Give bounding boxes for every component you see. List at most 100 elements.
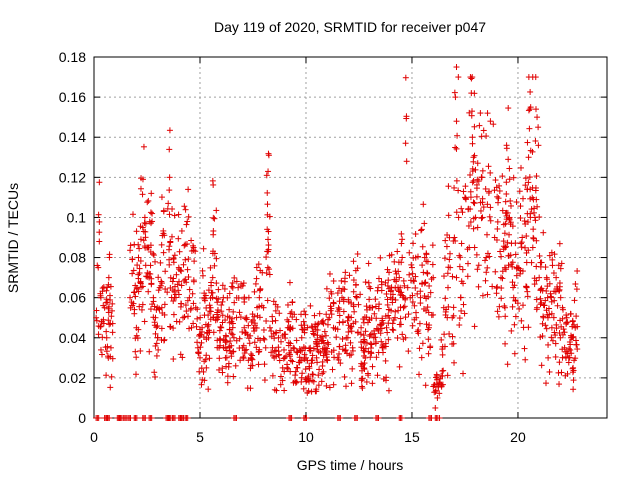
data-point — [245, 335, 252, 342]
data-point — [200, 334, 207, 341]
data-point — [556, 329, 563, 336]
data-point — [158, 280, 165, 287]
data-point — [223, 354, 230, 361]
data-point — [573, 341, 580, 348]
data-point — [328, 305, 335, 312]
data-point — [133, 354, 140, 361]
data-point — [508, 261, 515, 268]
data-point — [439, 351, 446, 358]
data-point — [256, 287, 263, 294]
data-point — [148, 275, 155, 282]
data-point — [95, 331, 102, 338]
x-tick-label: 10 — [298, 429, 314, 445]
data-point — [396, 363, 403, 370]
data-point — [326, 295, 333, 302]
data-point — [184, 218, 191, 225]
data-point — [134, 335, 141, 342]
data-point — [432, 404, 439, 411]
data-point — [330, 381, 337, 388]
data-point — [141, 318, 148, 325]
data-point — [525, 154, 532, 161]
data-point — [551, 288, 558, 295]
data-point — [107, 344, 114, 351]
data-point — [392, 284, 399, 291]
data-point — [309, 357, 316, 364]
data-point — [130, 289, 137, 296]
data-point — [335, 356, 342, 363]
data-point — [196, 354, 203, 361]
data-point — [564, 350, 571, 357]
data-point — [479, 199, 486, 206]
data-point — [336, 312, 343, 319]
data-point — [385, 277, 392, 284]
data-point — [258, 302, 265, 309]
data-point — [571, 357, 578, 364]
data-point — [97, 323, 104, 330]
data-point — [284, 364, 291, 371]
data-point — [175, 211, 182, 218]
data-point — [139, 301, 146, 308]
data-point — [342, 383, 349, 390]
data-point — [103, 299, 110, 306]
data-point — [410, 240, 417, 247]
data-point — [189, 290, 196, 297]
data-point — [431, 381, 438, 388]
data-point — [256, 314, 263, 321]
data-point — [242, 315, 249, 322]
data-point — [241, 350, 248, 357]
data-point — [427, 289, 434, 296]
data-point — [210, 329, 217, 336]
data-point — [304, 324, 311, 331]
data-point — [344, 317, 351, 324]
data-point — [198, 365, 205, 372]
data-point — [487, 169, 494, 176]
data-point — [512, 251, 519, 258]
data-point — [559, 354, 566, 361]
data-point — [243, 316, 250, 323]
data-point — [148, 190, 155, 197]
data-point — [248, 351, 255, 358]
data-point — [464, 246, 471, 253]
data-point — [181, 203, 188, 210]
data-point — [526, 106, 533, 113]
data-point — [421, 254, 428, 261]
data-point — [321, 328, 328, 335]
data-point — [198, 381, 205, 388]
data-point — [312, 388, 319, 395]
data-point — [394, 248, 401, 255]
data-point — [229, 324, 236, 331]
data-point — [423, 251, 430, 258]
data-point — [178, 300, 185, 307]
data-point — [500, 221, 507, 228]
data-point — [323, 354, 330, 361]
data-point — [438, 336, 445, 343]
data-point — [487, 217, 494, 224]
data-point — [229, 284, 236, 291]
data-point — [137, 280, 144, 287]
data-point — [178, 268, 185, 275]
data-point — [173, 271, 180, 278]
data-point — [104, 299, 111, 306]
data-point — [522, 220, 529, 227]
data-point — [544, 314, 551, 321]
data-point — [129, 270, 136, 277]
data-point — [485, 189, 492, 196]
data-point — [452, 144, 459, 151]
zero-point — [148, 415, 155, 421]
data-point — [226, 326, 233, 333]
data-point — [108, 373, 115, 380]
data-point — [241, 324, 248, 331]
data-point — [418, 226, 425, 233]
data-point — [281, 331, 288, 338]
data-point — [93, 314, 100, 321]
data-point — [499, 268, 506, 275]
data-point — [317, 349, 324, 356]
data-point — [557, 265, 564, 272]
data-point — [130, 267, 137, 274]
data-point — [185, 313, 192, 320]
data-point — [457, 294, 464, 301]
data-point — [503, 216, 510, 223]
data-point — [363, 314, 370, 321]
data-point — [482, 185, 489, 192]
data-point — [536, 274, 543, 281]
